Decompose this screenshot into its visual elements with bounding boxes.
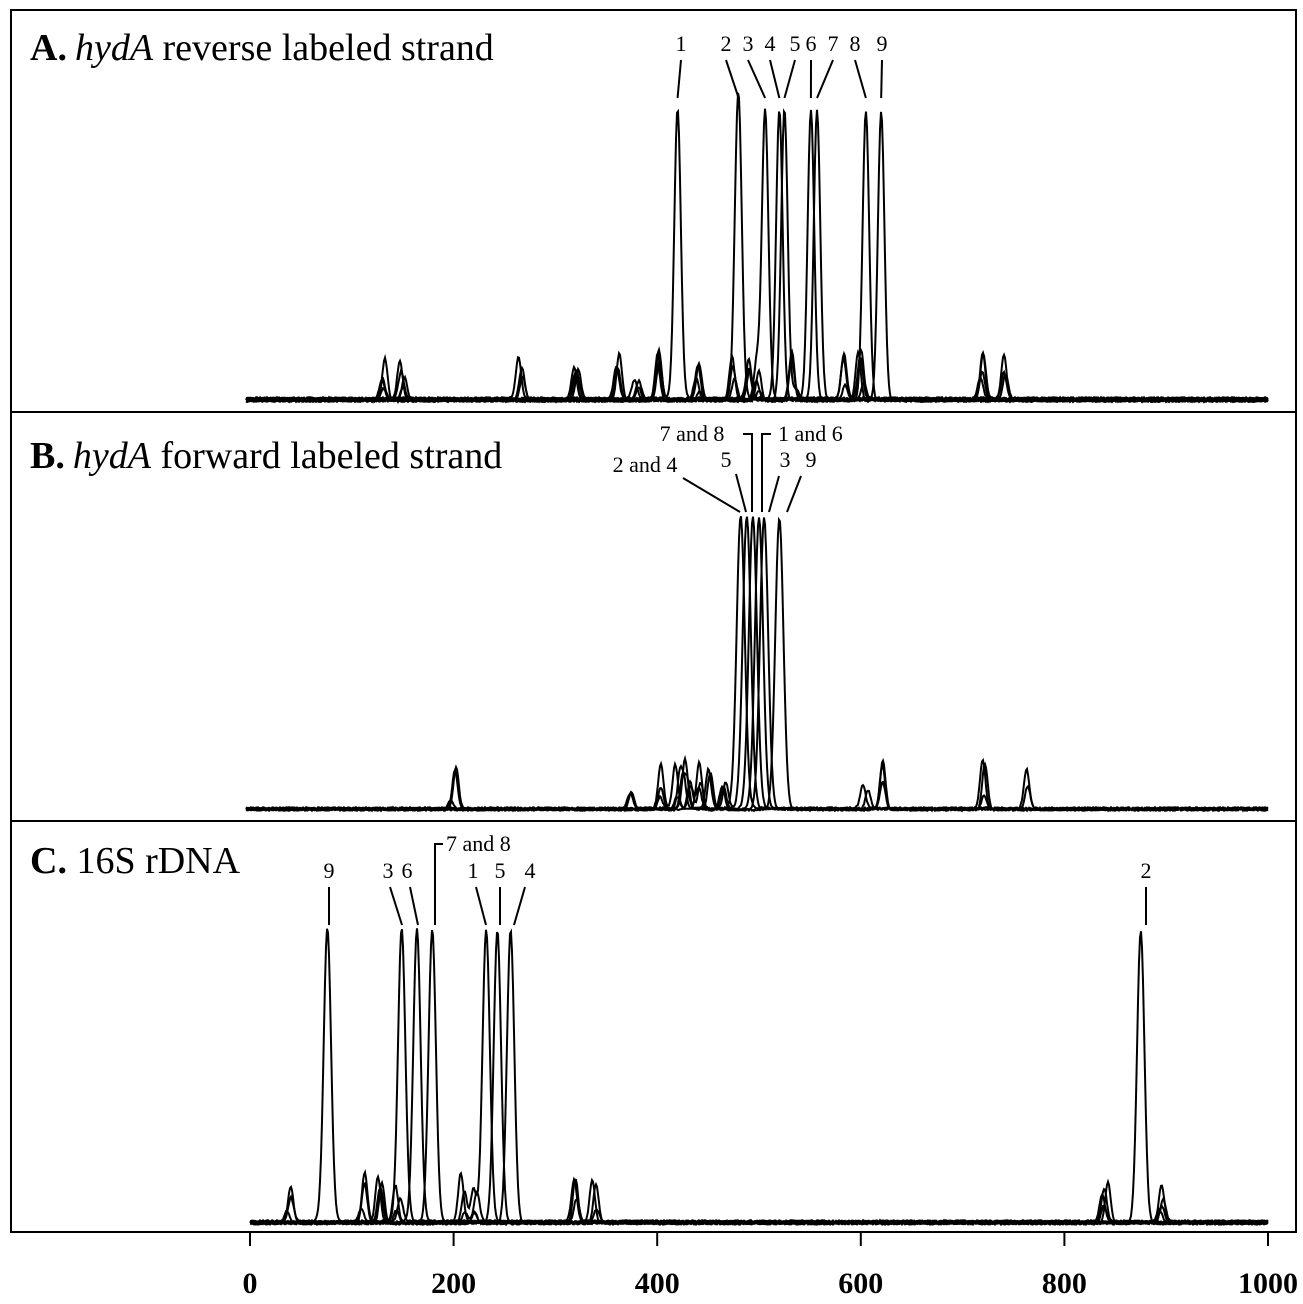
x-tick-label: 1000 bbox=[1238, 1267, 1298, 1300]
leader-line bbox=[389, 886, 403, 926]
peak-label: 1 and 6 bbox=[778, 421, 843, 446]
peak-label: 5 bbox=[790, 31, 801, 56]
panel-c-title-rest: 16S rDNA bbox=[67, 840, 241, 882]
trace-peak-2 bbox=[249, 931, 1269, 1227]
panel-b-title-rest: forward labeled strand bbox=[151, 435, 502, 477]
trace-peak-9 bbox=[245, 516, 1269, 813]
trace-peak-6 bbox=[249, 928, 1269, 1225]
leader-line bbox=[513, 886, 526, 926]
leader-line bbox=[768, 475, 780, 513]
x-tick-label: 800 bbox=[1042, 1267, 1087, 1300]
leader-line bbox=[409, 886, 419, 926]
trace-peak-3 bbox=[245, 108, 1269, 402]
peak-label: 9 bbox=[324, 858, 335, 883]
leader-line bbox=[854, 59, 867, 99]
trace-peak-9 bbox=[250, 928, 1269, 1224]
trace-peak-4 bbox=[249, 928, 1269, 1227]
panel-a-plot bbox=[245, 92, 1269, 404]
leader-line bbox=[735, 473, 747, 513]
peak-label: 4 bbox=[525, 858, 536, 883]
peak-label: 1 bbox=[468, 858, 479, 883]
panel-a-letter: A. bbox=[30, 27, 67, 69]
panel-a-title: A. hydA reverse labeled strand bbox=[30, 27, 494, 69]
peak-label: 7 and 8 bbox=[660, 421, 725, 446]
leader-line bbox=[761, 433, 771, 512]
peak-label: 5 bbox=[721, 447, 732, 472]
leader-line bbox=[725, 59, 740, 99]
panel-b-gene: hydA bbox=[73, 435, 152, 477]
peak-label: 4 bbox=[765, 31, 776, 56]
panel-b-letter: B. bbox=[30, 435, 65, 477]
x-tick-label: 600 bbox=[838, 1267, 883, 1300]
trace-peak-9 bbox=[245, 111, 1269, 404]
leader-line bbox=[769, 59, 781, 99]
peak-label: 1 bbox=[676, 31, 687, 56]
peak-label: 6 bbox=[806, 31, 817, 56]
panel-b-title: B. hydA forward labeled strand bbox=[30, 435, 502, 477]
trace-peak-1 bbox=[249, 929, 1269, 1226]
peak-label: 3 bbox=[780, 447, 791, 472]
panel-a-gene: hydA bbox=[75, 27, 154, 69]
x-tick-label: 0 bbox=[243, 1267, 258, 1300]
panel-c-title: C. 16S rDNA bbox=[30, 840, 241, 882]
chromatogram-traces bbox=[245, 92, 1269, 1227]
trace-peak-8 bbox=[245, 111, 1269, 404]
x-tick-label: 400 bbox=[635, 1267, 680, 1300]
x-axis: 0 200 400 600 800 1000 bbox=[11, 1231, 1298, 1300]
peak-label: 3 bbox=[383, 858, 394, 883]
panel-c-letter: C. bbox=[30, 840, 67, 882]
trace-peak-7-and-8 bbox=[249, 930, 1269, 1225]
panel-c-plot bbox=[249, 928, 1269, 1227]
leader-line bbox=[783, 59, 796, 99]
peak-label: 6 bbox=[402, 858, 413, 883]
leader-line bbox=[475, 886, 487, 926]
figure-frame bbox=[10, 9, 1297, 1233]
peak-label: 8 bbox=[850, 31, 861, 56]
peak-label: 7 bbox=[828, 31, 839, 56]
trace-peak-5 bbox=[249, 931, 1269, 1226]
leader-line bbox=[816, 59, 834, 99]
leader-line bbox=[743, 433, 753, 512]
leader-line bbox=[880, 59, 883, 99]
leader-line bbox=[786, 475, 802, 513]
peak-label: 9 bbox=[806, 447, 817, 472]
peak-label: 7 and 8 bbox=[446, 831, 511, 856]
panel-b-plot bbox=[245, 515, 1269, 813]
trace-peak-3 bbox=[249, 929, 1269, 1224]
x-tick-label: 200 bbox=[431, 1267, 476, 1300]
peak-label: 5 bbox=[495, 858, 506, 883]
peak-label: 2 bbox=[721, 31, 732, 56]
peak-label: 9 bbox=[877, 31, 888, 56]
peak-label: 2 bbox=[1141, 858, 1152, 883]
peak-label: 2 and 4 bbox=[613, 452, 678, 477]
leader-line bbox=[682, 477, 741, 513]
peak-label: 3 bbox=[743, 31, 754, 56]
leader-line bbox=[676, 59, 682, 99]
leader-line bbox=[434, 843, 443, 925]
leader-line bbox=[747, 59, 767, 99]
panel-a-title-rest: reverse labeled strand bbox=[153, 27, 494, 69]
